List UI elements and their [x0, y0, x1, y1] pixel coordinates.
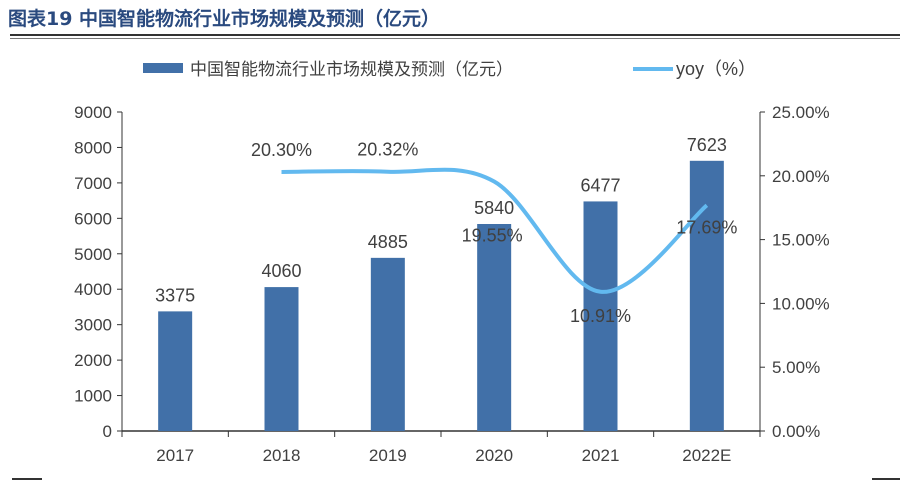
bar — [264, 287, 299, 431]
yoy-label: 19.55% — [462, 226, 523, 246]
left-tick-label: 8000 — [74, 138, 112, 157]
left-tick-label: 1000 — [74, 387, 112, 406]
bar-label: 7623 — [687, 135, 727, 155]
bar-label: 4885 — [368, 232, 408, 252]
yoy-label: 20.30% — [251, 140, 312, 160]
left-tick-label: 5000 — [74, 245, 112, 264]
right-tick-label: 20.00% — [772, 167, 830, 186]
bar — [583, 201, 618, 431]
x-tick-label: 2021 — [582, 446, 620, 465]
bar-label: 5840 — [474, 198, 514, 218]
x-tick-label: 2018 — [263, 446, 301, 465]
chart-title: 图表19 中国智能物流行业市场规模及预测（亿元） — [8, 8, 441, 30]
right-tick-label: 0.00% — [772, 422, 820, 441]
legend-bar-swatch — [143, 63, 183, 73]
x-tick-label: 2017 — [156, 446, 194, 465]
yoy-label: 10.91% — [570, 306, 631, 326]
right-tick-label: 10.00% — [772, 294, 830, 313]
title-rule-thin — [10, 38, 900, 39]
x-tick-label: 2019 — [369, 446, 407, 465]
left-tick-label: 2000 — [74, 351, 112, 370]
x-tick-label: 2020 — [475, 446, 513, 465]
bar — [477, 224, 512, 431]
bar — [370, 257, 405, 431]
bar-label: 4060 — [261, 261, 301, 281]
left-tick-label: 4000 — [74, 280, 112, 299]
left-tick-label: 6000 — [74, 209, 112, 228]
left-tick-label: 3000 — [74, 316, 112, 335]
left-tick-label: 7000 — [74, 174, 112, 193]
title-rule — [10, 34, 900, 36]
left-tick-label: 9000 — [74, 103, 112, 122]
left-tick-label: 0 — [103, 422, 112, 441]
bar-label: 6477 — [580, 175, 620, 195]
right-tick-label: 15.00% — [772, 231, 830, 250]
right-tick-label: 25.00% — [772, 103, 830, 122]
bar — [158, 311, 193, 431]
yoy-label: 20.32% — [357, 140, 418, 160]
bar-label: 3375 — [155, 285, 195, 305]
legend-line-label: yoy（%） — [676, 59, 756, 79]
x-tick-label: 2022E — [682, 446, 731, 465]
bar — [689, 160, 724, 431]
yoy-line — [281, 167, 709, 294]
legend-bar-label: 中国智能物流行业市场规模及预测（亿元） — [190, 60, 513, 79]
yoy-label: 17.69% — [676, 217, 737, 237]
right-tick-label: 5.00% — [772, 358, 820, 377]
